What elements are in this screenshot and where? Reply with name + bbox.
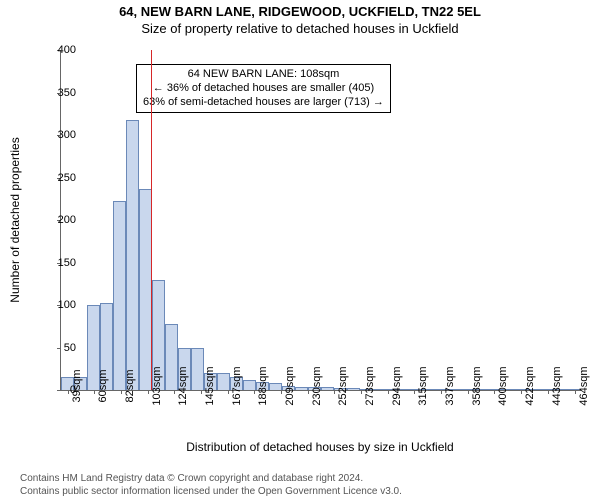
- x-tick-mark: [441, 390, 442, 394]
- annotation-box: 64 NEW BARN LANE: 108sqm ← 36% of detach…: [136, 64, 391, 113]
- x-tick-label: 103sqm: [151, 366, 163, 405]
- x-axis-label: Distribution of detached houses by size …: [60, 440, 580, 454]
- x-tick-label: 167sqm: [231, 366, 243, 405]
- plot-area: 64 NEW BARN LANE: 108sqm ← 36% of detach…: [60, 50, 581, 391]
- y-axis-label: Number of detached properties: [8, 50, 22, 390]
- page-subtitle: Size of property relative to detached ho…: [0, 21, 600, 36]
- y-tick-label: 150: [46, 257, 76, 269]
- x-tick-label: 60sqm: [97, 369, 109, 402]
- annotation-line-3: 63% of semi-detached houses are larger (…: [143, 96, 384, 110]
- y-tick-label: 200: [46, 214, 76, 226]
- histogram-bar: [113, 201, 126, 390]
- annotation-line-1: 64 NEW BARN LANE: 108sqm: [143, 68, 384, 82]
- x-tick-label: 124sqm: [177, 366, 189, 405]
- y-tick-label: 300: [46, 129, 76, 141]
- histogram-bar: [217, 373, 230, 390]
- x-tick-mark: [414, 390, 415, 394]
- annotation-line-2: ← 36% of detached houses are smaller (40…: [143, 82, 384, 96]
- footer-line-2: Contains public sector information licen…: [20, 486, 402, 499]
- x-tick-mark: [281, 390, 282, 394]
- histogram-bar: [269, 383, 282, 390]
- x-tick-mark: [121, 390, 122, 394]
- x-tick-label: 230sqm: [311, 366, 323, 405]
- x-tick-label: 209sqm: [284, 366, 296, 405]
- x-tick-mark: [361, 390, 362, 394]
- page-title: 64, NEW BARN LANE, RIDGEWOOD, UCKFIELD, …: [0, 4, 600, 19]
- histogram-bar: [191, 348, 204, 391]
- y-tick-label: 250: [46, 172, 76, 184]
- histogram-chart: Number of detached properties 64 NEW BAR…: [0, 42, 600, 442]
- y-tick-label: 400: [46, 44, 76, 56]
- x-tick-label: 400sqm: [497, 366, 509, 405]
- x-tick-mark: [308, 390, 309, 394]
- x-tick-mark: [388, 390, 389, 394]
- x-tick-mark: [334, 390, 335, 394]
- histogram-bar: [126, 120, 139, 390]
- x-tick-label: 145sqm: [204, 366, 216, 405]
- x-tick-mark: [174, 390, 175, 394]
- x-tick-label: 39sqm: [71, 369, 83, 402]
- x-tick-mark: [148, 390, 149, 394]
- x-tick-label: 315sqm: [417, 366, 429, 405]
- x-tick-mark: [494, 390, 495, 394]
- x-tick-mark: [94, 390, 95, 394]
- x-tick-mark: [575, 390, 576, 394]
- x-tick-label: 464sqm: [578, 366, 590, 405]
- footer-line-1: Contains HM Land Registry data © Crown c…: [20, 473, 402, 486]
- x-tick-label: 82sqm: [124, 369, 136, 402]
- x-tick-mark: [468, 390, 469, 394]
- reference-line: [151, 50, 152, 390]
- x-tick-label: 273sqm: [364, 366, 376, 405]
- histogram-bar: [295, 387, 308, 390]
- y-tick-label: 50: [46, 342, 76, 354]
- x-tick-mark: [548, 390, 549, 394]
- x-tick-label: 443sqm: [551, 366, 563, 405]
- x-tick-mark: [254, 390, 255, 394]
- histogram-bar: [243, 380, 256, 390]
- x-tick-label: 422sqm: [524, 366, 536, 405]
- x-tick-mark: [228, 390, 229, 394]
- x-tick-label: 188sqm: [257, 366, 269, 405]
- x-tick-label: 358sqm: [471, 366, 483, 405]
- x-tick-label: 294sqm: [391, 366, 403, 405]
- x-tick-mark: [201, 390, 202, 394]
- y-tick-label: 100: [46, 299, 76, 311]
- footer-attribution: Contains HM Land Registry data © Crown c…: [20, 473, 402, 498]
- x-tick-label: 337sqm: [444, 366, 456, 405]
- y-tick-label: 350: [46, 87, 76, 99]
- x-tick-label: 252sqm: [337, 366, 349, 405]
- x-tick-mark: [521, 390, 522, 394]
